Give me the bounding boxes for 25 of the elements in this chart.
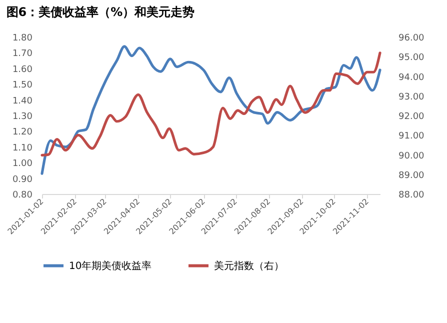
y2-tick-label: 92.00 bbox=[398, 112, 425, 122]
legend-label: 10年期美债收益率 bbox=[69, 260, 152, 272]
y2-tick-label: 91.00 bbox=[398, 132, 425, 142]
y-tick-label: 1.00 bbox=[12, 159, 33, 170]
chart-title: 图6：美债收益率（%）和美元走势 bbox=[6, 5, 195, 19]
line-series bbox=[40, 52, 382, 156]
y2-tick-label: 94.00 bbox=[398, 72, 425, 83]
y-tick-label: 1.80 bbox=[12, 34, 33, 44]
y-tick-label: 1.40 bbox=[12, 96, 33, 106]
y2-tick-label: 90.00 bbox=[398, 151, 425, 162]
y2-tick-label: 88.00 bbox=[398, 190, 425, 200]
line-series bbox=[40, 45, 382, 175]
y-tick-label: 1.60 bbox=[12, 64, 33, 75]
y-tick-label: 1.20 bbox=[12, 128, 33, 138]
y2-tick-label: 89.00 bbox=[398, 170, 425, 181]
y2-tick-label: 95.00 bbox=[398, 53, 425, 64]
y2-tick-label: 93.00 bbox=[398, 92, 425, 102]
y-tick-label: 1.30 bbox=[12, 112, 33, 122]
y-tick-label: 1.10 bbox=[12, 143, 33, 154]
y-tick-label: 0.80 bbox=[12, 190, 33, 200]
y-tick-label: 1.70 bbox=[12, 49, 33, 60]
legend-label: 美元指数（右） bbox=[214, 260, 284, 272]
y-tick-label: 0.90 bbox=[12, 174, 33, 185]
y-tick-label: 1.50 bbox=[12, 80, 33, 91]
y2-tick-label: 96.00 bbox=[398, 34, 425, 44]
